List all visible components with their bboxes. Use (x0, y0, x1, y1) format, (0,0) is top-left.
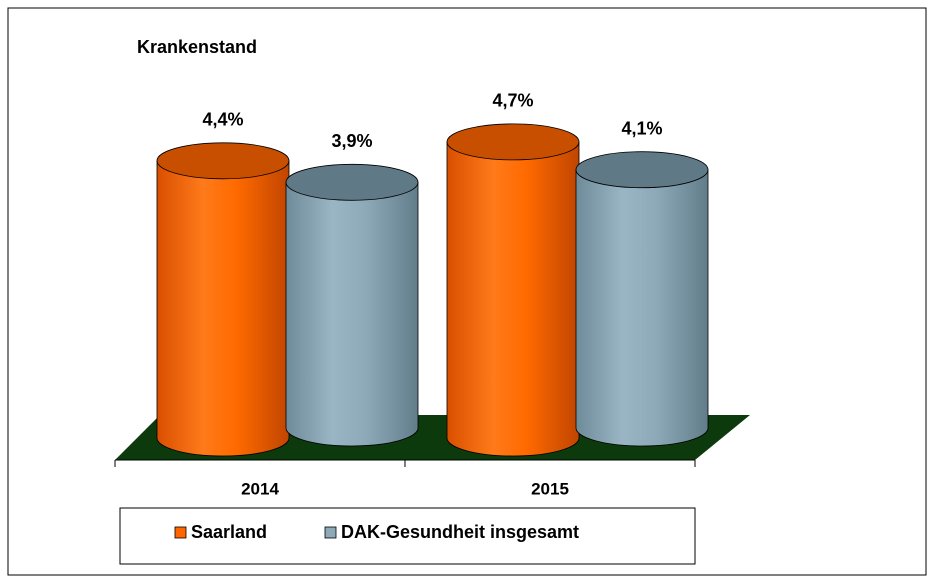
data-label: 4,4% (202, 110, 243, 130)
chart-title: Krankenstand (137, 37, 257, 57)
cylinder-body (156, 160, 290, 457)
data-label: 3,9% (331, 131, 372, 151)
cylinder-top (575, 151, 709, 189)
plot: 4,4% 3,9% 4,7% 4,1% (156, 91, 709, 457)
cylinder (575, 151, 709, 447)
cylinder (156, 142, 290, 457)
legend-label: DAK-Gesundheit insgesamt (341, 522, 579, 542)
cylinder-top (285, 163, 419, 201)
legend-label: Saarland (191, 522, 267, 542)
cylinder-body (446, 141, 580, 457)
data-label: 4,1% (621, 118, 662, 138)
legend-marker (324, 526, 337, 539)
cylinder-body (575, 169, 709, 447)
cylinder (285, 163, 419, 447)
legend (119, 507, 696, 565)
cylinder (446, 123, 580, 457)
x-tick-label: 2015 (531, 479, 569, 498)
cylinder-top (156, 142, 290, 180)
data-label: 4,7% (492, 91, 533, 111)
legend-marker (174, 526, 187, 539)
x-tick-label: 2014 (241, 479, 279, 498)
cylinder-top (446, 123, 580, 161)
cylinder-body (285, 181, 419, 447)
legend-items: Saarland DAK-Gesundheit insgesamt (174, 522, 579, 542)
